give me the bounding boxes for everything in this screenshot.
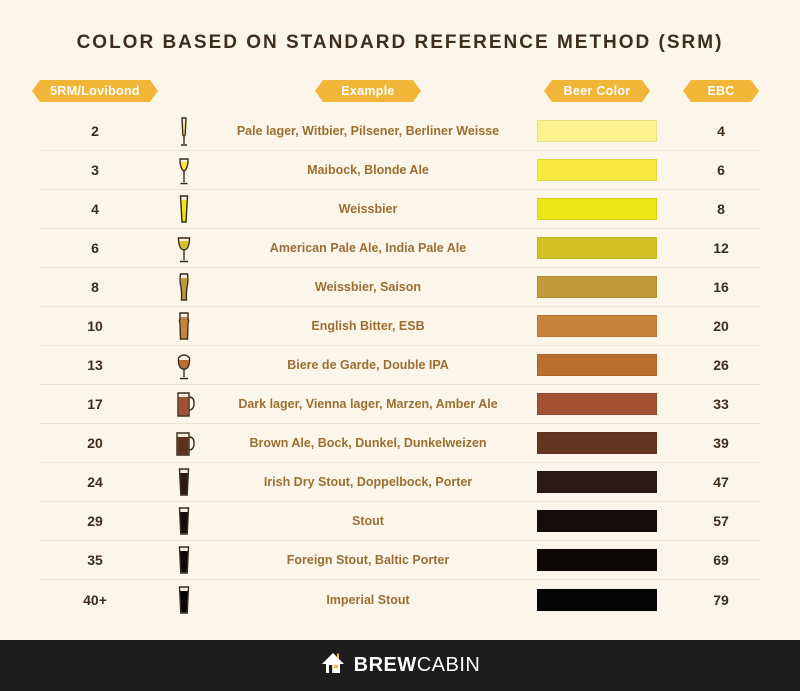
color-swatch	[537, 589, 657, 611]
ebc-value: 69	[676, 552, 766, 568]
header-ebc: EBC	[691, 80, 751, 102]
header-example: Example	[323, 80, 413, 102]
srm-value: 10	[40, 318, 150, 334]
brand-footer: BREWCABIN	[0, 640, 800, 691]
color-swatch	[537, 276, 657, 298]
srm-value: 8	[40, 279, 150, 295]
beer-glass-icon	[164, 348, 204, 382]
srm-value: 2	[40, 123, 150, 139]
ebc-value: 6	[676, 162, 766, 178]
srm-value: 3	[40, 162, 150, 178]
table-row: 4 Weissbier8	[40, 190, 760, 229]
color-swatch	[537, 393, 657, 415]
table-row: 35 Foreign Stout, Baltic Porter69	[40, 541, 760, 580]
beer-glass-icon	[164, 465, 204, 499]
table-row: 6 American Pale Ale, India Pale Ale12	[40, 229, 760, 268]
header-srm: 5RM/Lovibond	[40, 80, 150, 102]
beer-glass-icon	[164, 114, 204, 148]
example-text: English Bitter, ESB	[218, 319, 518, 333]
ebc-value: 12	[676, 240, 766, 256]
beer-glass-icon	[164, 192, 204, 226]
brand-thin: CABIN	[417, 654, 481, 676]
srm-value: 40+	[40, 592, 150, 608]
header-color: Beer Color	[552, 80, 642, 102]
beer-glass-icon	[164, 309, 204, 343]
beer-glass-icon	[164, 231, 204, 265]
example-text: Foreign Stout, Baltic Porter	[218, 553, 518, 567]
table-row: 10 English Bitter, ESB20	[40, 307, 760, 346]
example-text: Biere de Garde, Double IPA	[218, 358, 518, 372]
table-row: 17 Dark lager, Vienna lager, Marzen, Amb…	[40, 385, 760, 424]
table-row: 24 Irish Dry Stout, Doppelbock, Porter47	[40, 463, 760, 502]
srm-value: 4	[40, 201, 150, 217]
column-headers: 5RM/Lovibond Example Beer Color EBC	[40, 80, 760, 102]
srm-value: 20	[40, 435, 150, 451]
example-text: Stout	[218, 514, 518, 528]
table-body: 2 Pale lager, Witbier, Pilsener, Berline…	[40, 112, 760, 619]
example-text: Irish Dry Stout, Doppelbock, Porter	[218, 475, 518, 489]
example-text: Pale lager, Witbier, Pilsener, Berliner …	[218, 124, 518, 138]
color-swatch	[537, 120, 657, 142]
color-swatch	[537, 432, 657, 454]
beer-glass-icon	[164, 543, 204, 577]
beer-glass-icon	[164, 387, 204, 421]
color-swatch	[537, 237, 657, 259]
brand-bold: BREW	[354, 654, 417, 676]
ebc-value: 39	[676, 435, 766, 451]
table-row: 2 Pale lager, Witbier, Pilsener, Berline…	[40, 112, 760, 151]
table-row: 29 Stout57	[40, 502, 760, 541]
srm-value: 24	[40, 474, 150, 490]
chart-title: COLOR BASED ON STANDARD REFERENCE METHOD…	[40, 32, 760, 54]
table-row: 40+ Imperial Stout79	[40, 580, 760, 619]
beer-glass-icon	[164, 583, 204, 617]
example-text: Dark lager, Vienna lager, Marzen, Amber …	[218, 397, 518, 411]
srm-value: 35	[40, 552, 150, 568]
srm-chart-card: COLOR BASED ON STANDARD REFERENCE METHOD…	[0, 0, 800, 640]
brand-text: BREWCABIN	[354, 654, 481, 677]
beer-glass-icon	[164, 270, 204, 304]
beer-glass-icon	[164, 504, 204, 538]
color-swatch	[537, 315, 657, 337]
ebc-value: 57	[676, 513, 766, 529]
srm-value: 29	[40, 513, 150, 529]
ebc-value: 8	[676, 201, 766, 217]
beer-glass-icon	[164, 426, 204, 460]
example-text: Maibock, Blonde Ale	[218, 163, 518, 177]
srm-value: 17	[40, 396, 150, 412]
table-row: 8 Weissbier, Saison16	[40, 268, 760, 307]
table-row: 3 Maibock, Blonde Ale6	[40, 151, 760, 190]
ebc-value: 79	[676, 592, 766, 608]
ebc-value: 4	[676, 123, 766, 139]
color-swatch	[537, 510, 657, 532]
ebc-value: 26	[676, 357, 766, 373]
srm-value: 6	[40, 240, 150, 256]
color-swatch	[537, 549, 657, 571]
ebc-value: 20	[676, 318, 766, 334]
cabin-logo-icon	[320, 650, 346, 682]
srm-value: 13	[40, 357, 150, 373]
example-text: Brown Ale, Bock, Dunkel, Dunkelweizen	[218, 436, 518, 450]
color-swatch	[537, 159, 657, 181]
ebc-value: 47	[676, 474, 766, 490]
color-swatch	[537, 471, 657, 493]
example-text: Weissbier	[218, 202, 518, 216]
color-swatch	[537, 198, 657, 220]
color-swatch	[537, 354, 657, 376]
beer-glass-icon	[164, 153, 204, 187]
ebc-value: 33	[676, 396, 766, 412]
ebc-value: 16	[676, 279, 766, 295]
table-row: 13 Biere de Garde, Double IPA26	[40, 346, 760, 385]
example-text: Imperial Stout	[218, 593, 518, 607]
table-row: 20 Brown Ale, Bock, Dunkel, Dunkelweizen…	[40, 424, 760, 463]
example-text: Weissbier, Saison	[218, 280, 518, 294]
example-text: American Pale Ale, India Pale Ale	[218, 241, 518, 255]
